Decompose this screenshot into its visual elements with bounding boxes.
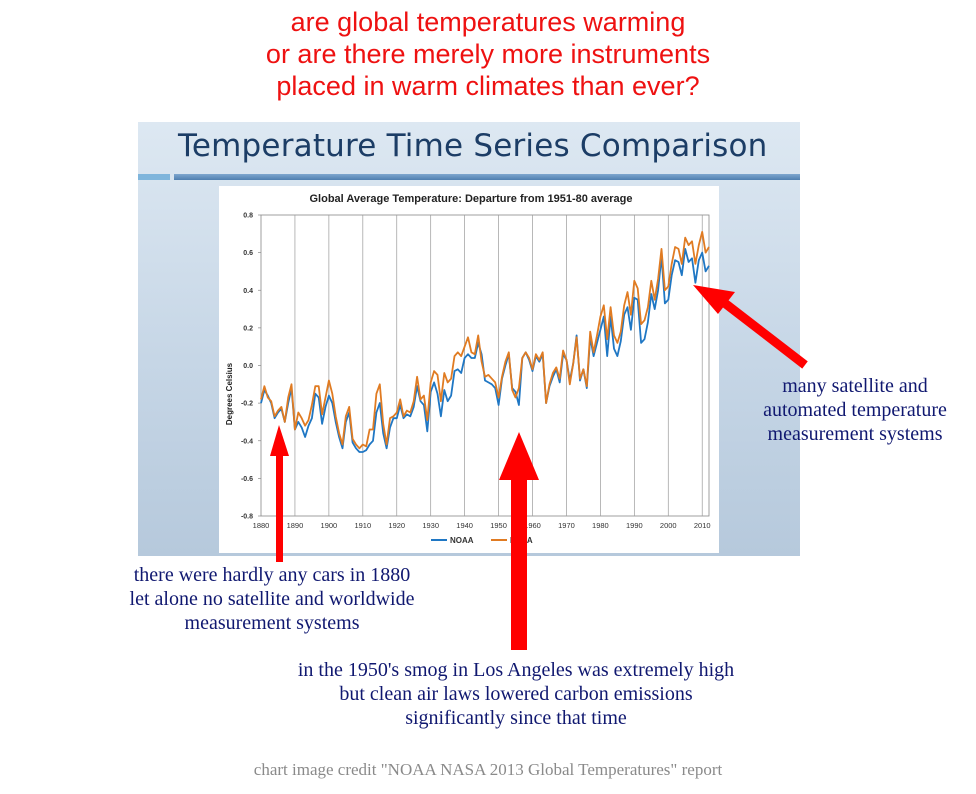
x-tick-label: 1920 <box>388 521 405 530</box>
x-tick-label: 1910 <box>354 521 371 530</box>
annotation-satellites: many satellite and automated temperature… <box>736 374 974 446</box>
x-tick-label: 1900 <box>321 521 338 530</box>
y-tick-label: -0.6 <box>241 476 253 483</box>
annotation-line: but clean air laws lowered carbon emissi… <box>339 683 693 705</box>
x-tick-label: 1950 <box>490 521 507 530</box>
arrow-left <box>270 425 289 562</box>
headline: are global temperatures warming or are t… <box>0 6 976 102</box>
x-tick-label: 1930 <box>422 521 439 530</box>
annotation-1950s: in the 1950's smog in Los Angeles was ex… <box>216 658 816 730</box>
x-tick-label: 1960 <box>524 521 541 530</box>
series-line-nasa <box>260 231 710 450</box>
slide-rule-accent <box>138 174 170 180</box>
x-tick-label: 1980 <box>592 521 609 530</box>
annotation-line: in the 1950's smog in Los Angeles was ex… <box>297 659 735 681</box>
arrow-bottom <box>499 432 539 650</box>
annotation-line: significantly since that time <box>405 707 627 729</box>
y-tick-label: 0.4 <box>243 288 253 295</box>
slide-rule <box>174 174 800 180</box>
x-tick-label: 2000 <box>660 521 677 530</box>
x-tick-label: 1940 <box>456 521 473 530</box>
x-tick-label: 1880 <box>253 521 270 530</box>
annotation-line: measurement systems <box>767 423 943 445</box>
annotation-line: measurement systems <box>184 612 360 634</box>
series-line-noaa <box>260 248 710 453</box>
x-tick-label: 1970 <box>558 521 575 530</box>
headline-line-2: or are there merely more instruments <box>265 39 711 69</box>
y-tick-label: 0.2 <box>243 325 253 332</box>
x-tick-label: 1990 <box>626 521 643 530</box>
x-tick-label: 2010 <box>694 521 711 530</box>
annotation-line: many satellite and <box>782 375 928 397</box>
y-tick-label: -0.2 <box>241 401 253 408</box>
annotation-line: there were hardly any cars in 1880 <box>133 564 411 586</box>
chart-title: Global Average Temperature: Departure fr… <box>309 193 632 205</box>
y-tick-label: 0.6 <box>243 250 253 257</box>
legend-label-noaa: NOAA <box>450 536 474 545</box>
headline-line-3: placed in warm climates than ever? <box>276 71 700 101</box>
arrow-right <box>693 285 808 369</box>
y-axis-label: Degrees Celsius <box>225 362 234 425</box>
headline-line-1: are global temperatures warming <box>290 7 686 37</box>
slide-title: Temperature Time Series Comparison <box>178 128 768 164</box>
image-credit: chart image credit "NOAA NASA 2013 Globa… <box>253 760 723 779</box>
annotation-line: let alone no satellite and worldwide <box>129 588 415 610</box>
x-tick-label: 1890 <box>287 521 304 530</box>
chart-ticks: 1880 1890 1900 1910 1920 1930 1940 1950 1960 1970… <box>241 213 711 531</box>
y-tick-label: 0.8 <box>243 213 253 220</box>
y-tick-label: 0.0 <box>243 363 253 370</box>
y-tick-label: -0.4 <box>241 438 253 445</box>
chart-series <box>260 231 710 453</box>
annotation-1880: there were hardly any cars in 1880 let a… <box>72 563 472 635</box>
y-tick-label: -0.8 <box>241 514 253 521</box>
annotation-line: automated temperature <box>763 399 947 421</box>
chart-panel: Global Average Temperature: Departure fr… <box>219 186 719 553</box>
